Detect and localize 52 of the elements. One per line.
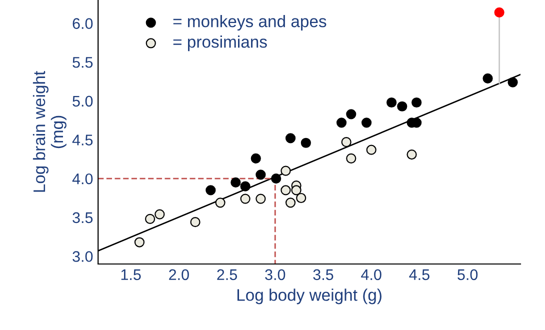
point xyxy=(280,166,291,176)
y-tick-label: 5.0 xyxy=(72,96,93,107)
point xyxy=(300,138,311,148)
point xyxy=(190,217,200,228)
point xyxy=(341,137,352,148)
point xyxy=(296,192,306,204)
point xyxy=(406,149,417,160)
legend-label: = prosimians xyxy=(173,36,267,52)
x-tick-label: 2.0 xyxy=(169,269,189,280)
point xyxy=(285,198,296,208)
point xyxy=(366,144,376,155)
y-tick-label: 6.0 xyxy=(72,18,93,29)
y-tick-label: 4.5 xyxy=(72,134,93,146)
point xyxy=(412,97,422,108)
y-tick-label: 3.5 xyxy=(72,212,93,224)
x-tick-label: 4.0 xyxy=(361,269,382,280)
point xyxy=(240,194,250,204)
point xyxy=(494,7,504,18)
point xyxy=(256,194,266,204)
point xyxy=(346,109,356,120)
point xyxy=(256,170,266,180)
y-axis-title: Log brain weight (mg) xyxy=(32,70,66,192)
point xyxy=(291,185,302,196)
y-tick-label: 4.0 xyxy=(72,173,93,184)
legend-label: = monkeys and apes xyxy=(173,15,326,31)
point xyxy=(361,118,372,128)
point xyxy=(230,177,241,188)
point xyxy=(285,133,296,144)
point xyxy=(250,153,261,164)
point xyxy=(206,185,216,196)
point xyxy=(271,174,282,184)
x-tick-label: 5.0 xyxy=(458,269,478,280)
x-tick-label: 1.5 xyxy=(121,269,141,280)
point xyxy=(145,214,156,224)
point xyxy=(154,209,165,220)
point xyxy=(215,198,226,208)
x-tick-label: 2.5 xyxy=(217,269,238,280)
x-tick-label: 4.5 xyxy=(409,269,430,280)
point xyxy=(397,101,408,112)
x-tick-label: 3.0 xyxy=(265,269,286,280)
point xyxy=(508,77,518,88)
point xyxy=(134,237,145,248)
point xyxy=(240,181,250,192)
point xyxy=(336,118,347,128)
x-tick-label: 3.5 xyxy=(313,269,334,280)
point xyxy=(346,153,356,164)
y-tick-label: 3.0 xyxy=(72,251,93,262)
y-tick-label: 5.5 xyxy=(72,57,93,68)
point xyxy=(482,73,493,84)
x-axis-title: Log body weight (g) xyxy=(237,288,382,304)
point xyxy=(386,97,397,108)
point xyxy=(280,185,291,196)
